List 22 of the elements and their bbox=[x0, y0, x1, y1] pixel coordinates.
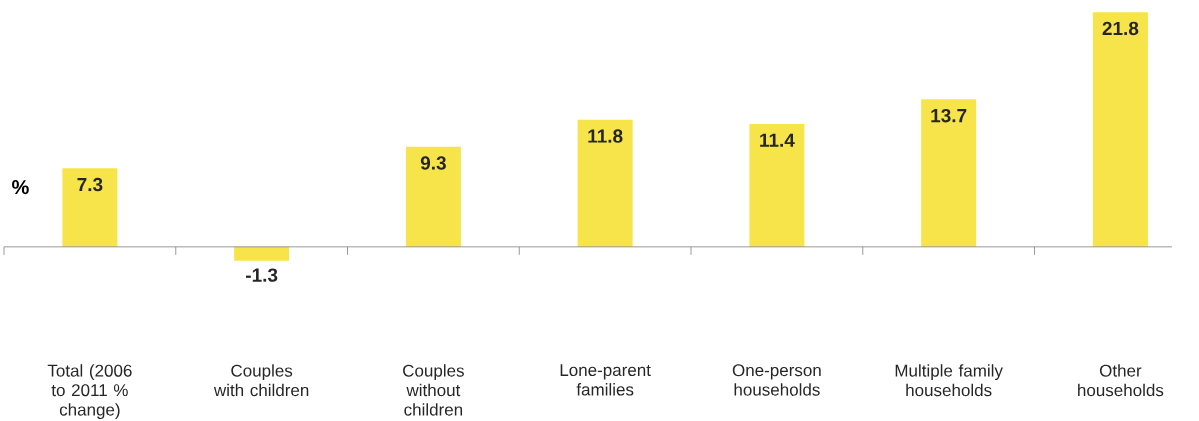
bar bbox=[921, 99, 977, 247]
bar bbox=[749, 124, 805, 247]
data-label: 13.7 bbox=[931, 108, 967, 123]
x-tick-label: One-person households bbox=[732, 364, 821, 396]
x-tick-label: Couples without children bbox=[403, 364, 464, 416]
bar bbox=[405, 146, 461, 247]
x-tick-label: Multiple family households bbox=[895, 364, 1003, 397]
data-label: -1.3 bbox=[246, 268, 278, 282]
bar bbox=[577, 119, 633, 247]
bar bbox=[234, 246, 290, 261]
data-label: 21.8 bbox=[1102, 21, 1139, 36]
data-label: 7.3 bbox=[77, 177, 103, 192]
data-label: 11.4 bbox=[760, 133, 795, 147]
x-tick-label: Total (2006 to 2011 % change) bbox=[47, 364, 132, 420]
data-label: 11.8 bbox=[588, 129, 623, 143]
bar bbox=[62, 168, 118, 247]
x-tick-label: Couples with children bbox=[213, 364, 309, 397]
x-tick-label: Other households bbox=[1078, 364, 1164, 397]
y-axis-title: % bbox=[12, 180, 29, 195]
x-tick-label: Lone-parent families bbox=[560, 364, 651, 396]
data-label: 9.3 bbox=[420, 156, 446, 170]
bar bbox=[1092, 12, 1148, 247]
